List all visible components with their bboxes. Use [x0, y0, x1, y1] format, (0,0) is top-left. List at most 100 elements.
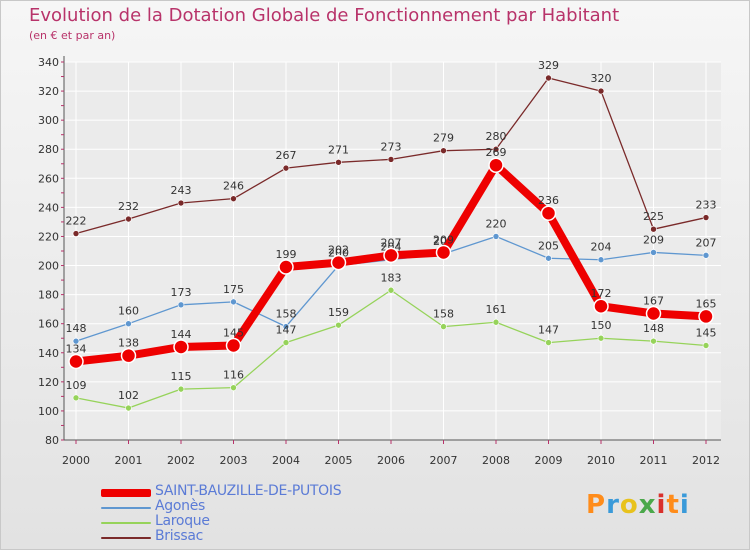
data-point-laroque: [387, 286, 395, 294]
data-point-agon-s: [72, 337, 80, 345]
data-label-saint-bauzille-de-putois: 167: [643, 295, 664, 308]
data-label-agon-s: 148: [66, 322, 87, 335]
data-point-brissac: [492, 145, 500, 153]
data-label-brissac: 267: [276, 149, 297, 162]
data-point-saint-bauzille-de-putois: [435, 244, 452, 261]
logo-letter: P: [586, 490, 607, 520]
data-point-laroque: [282, 339, 290, 346]
data-point-saint-bauzille-de-putois: [593, 298, 609, 314]
y-tick-label: 140: [38, 347, 59, 360]
data-label-laroque: 183: [381, 271, 402, 284]
data-label-brissac: 320: [591, 72, 612, 85]
data-point-brissac: [387, 156, 395, 163]
data-point-saint-bauzille-de-putois: [383, 247, 399, 264]
data-label-laroque: 150: [591, 319, 612, 332]
data-point-laroque: [597, 334, 605, 342]
data-point-brissac: [597, 87, 605, 95]
data-point-saint-bauzille-de-putois: [698, 308, 714, 325]
data-label-saint-bauzille-de-putois: 209: [433, 233, 454, 246]
data-label-agon-s: 200: [328, 247, 349, 260]
data-label-laroque: 102: [118, 389, 139, 402]
x-tick-label: 2009: [535, 454, 563, 467]
legend-label: Laroque: [155, 513, 210, 529]
data-label-saint-bauzille-de-putois: 144: [171, 328, 192, 341]
y-tick-label: 260: [38, 172, 59, 185]
data-point-saint-bauzille-de-putois: [120, 347, 137, 364]
data-label-agon-s: 205: [538, 239, 559, 252]
data-label-saint-bauzille-de-putois: 199: [276, 248, 297, 261]
legend-swatch-brissac: [101, 537, 151, 539]
data-label-brissac: 233: [696, 199, 717, 212]
x-tick-label: 2005: [325, 454, 353, 467]
x-tick-label: 2008: [482, 454, 510, 467]
y-tick-label: 340: [38, 56, 59, 69]
data-point-agon-s: [230, 298, 237, 306]
data-point-agon-s: [125, 320, 132, 327]
data-point-brissac: [440, 147, 447, 154]
x-tick-label: 2011: [640, 454, 668, 467]
data-point-agon-s: [282, 323, 290, 330]
data-label-agon-s: 158: [276, 308, 297, 321]
data-label-saint-bauzille-de-putois: 145: [223, 327, 244, 340]
logo-letter: r: [606, 490, 620, 520]
legend-swatch-saint-bauzille: [101, 489, 151, 497]
data-label-agon-s: 160: [118, 305, 139, 318]
data-point-saint-bauzille-de-putois: [68, 353, 84, 370]
data-point-laroque: [72, 394, 80, 402]
x-tick-label: 2004: [272, 454, 300, 467]
y-tick-label: 100: [38, 405, 59, 418]
data-label-agon-s: 207: [696, 236, 717, 249]
data-point-brissac: [335, 159, 342, 166]
data-label-agon-s: 220: [486, 217, 507, 230]
data-point-saint-bauzille-de-putois: [488, 157, 504, 173]
legend-swatch-agones: [101, 507, 151, 509]
proxiti-logo: Proxiti: [586, 490, 690, 520]
data-point-laroque: [545, 339, 552, 346]
y-tick-label: 120: [38, 376, 59, 389]
chart-subtitle: (en € et par an): [29, 29, 116, 42]
data-label-brissac: 329: [538, 59, 559, 72]
data-label-brissac: 246: [223, 180, 244, 193]
data-label-laroque: 116: [223, 369, 244, 382]
legend-label: Brissac: [155, 528, 204, 544]
legend-swatch-laroque: [101, 522, 151, 524]
data-label-saint-bauzille-de-putois: 134: [66, 342, 87, 355]
data-point-saint-bauzille-de-putois: [330, 254, 347, 271]
data-label-saint-bauzille-de-putois: 269: [486, 146, 507, 159]
chart-title: Evolution de la Dotation Globale de Fonc…: [29, 5, 620, 26]
data-point-laroque: [440, 323, 447, 330]
x-tick-label: 2002: [167, 454, 195, 467]
data-label-saint-bauzille-de-putois: 165: [696, 297, 717, 310]
data-label-laroque: 147: [538, 324, 559, 337]
y-tick-label: 80: [45, 434, 59, 447]
x-tick-label: 2000: [62, 454, 90, 467]
y-tick-label: 220: [38, 230, 59, 243]
data-label-brissac: 232: [118, 200, 139, 213]
data-point-brissac: [650, 225, 657, 233]
data-label-saint-bauzille-de-putois: 236: [538, 194, 559, 207]
data-label-brissac: 225: [643, 210, 664, 223]
data-label-laroque: 147: [276, 324, 297, 337]
data-point-saint-bauzille-de-putois: [540, 205, 557, 221]
data-point-laroque: [125, 404, 132, 412]
logo-letter: o: [619, 490, 639, 520]
data-label-laroque: 109: [66, 379, 87, 392]
data-label-brissac: 273: [381, 140, 402, 153]
data-label-agon-s: 175: [223, 283, 244, 296]
data-label-saint-bauzille-de-putois: 138: [118, 337, 139, 350]
data-label-laroque: 148: [643, 322, 664, 335]
data-point-agon-s: [545, 254, 552, 262]
y-tick-label: 200: [38, 260, 59, 273]
y-tick-label: 240: [38, 201, 59, 214]
data-label-brissac: 280: [486, 130, 507, 143]
data-label-laroque: 161: [486, 303, 507, 316]
x-tick-label: 2012: [692, 454, 720, 467]
data-point-brissac: [72, 230, 80, 237]
logo-letter: i: [679, 490, 690, 520]
data-point-brissac: [230, 195, 237, 202]
data-point-brissac: [125, 215, 132, 223]
x-tick-label: 2010: [587, 454, 615, 467]
data-point-laroque: [335, 321, 342, 329]
